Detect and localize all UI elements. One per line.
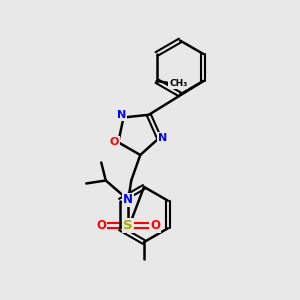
Text: O: O [110, 137, 119, 147]
Text: N: N [158, 133, 167, 143]
Text: N: N [116, 110, 126, 120]
Text: S: S [123, 219, 133, 232]
Text: O: O [150, 219, 160, 232]
Text: CH₃: CH₃ [169, 80, 187, 88]
Text: O: O [96, 219, 106, 232]
Text: N: N [123, 194, 133, 206]
